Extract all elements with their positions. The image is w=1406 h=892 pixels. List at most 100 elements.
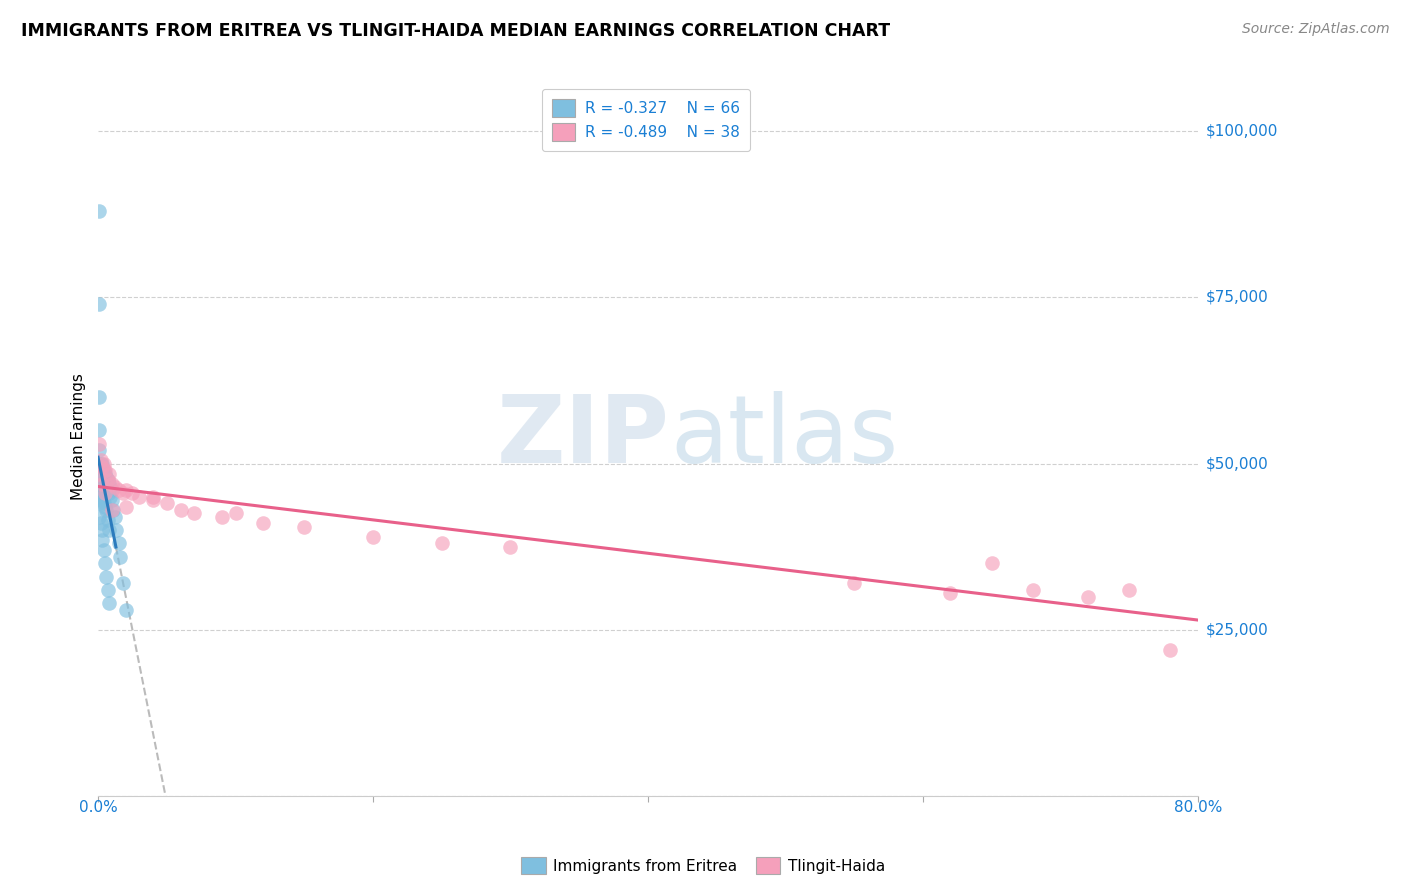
Point xyxy=(111,576,134,591)
Point xyxy=(90,490,112,504)
Point xyxy=(939,586,962,600)
Point xyxy=(211,509,233,524)
Point xyxy=(89,436,111,450)
Point xyxy=(91,480,114,494)
Point xyxy=(90,473,112,487)
Point xyxy=(96,570,118,584)
Point xyxy=(98,476,121,491)
Point xyxy=(89,467,111,481)
Point xyxy=(96,470,118,484)
Point xyxy=(91,533,114,547)
Point xyxy=(89,297,111,311)
Point xyxy=(93,543,115,558)
Point xyxy=(156,496,179,510)
Point xyxy=(89,390,111,404)
Point xyxy=(97,473,120,487)
Text: 80.0%: 80.0% xyxy=(1174,800,1222,814)
Legend: R = -0.327    N = 66, R = -0.489    N = 38: R = -0.327 N = 66, R = -0.489 N = 38 xyxy=(541,88,751,152)
Point xyxy=(97,473,120,487)
Point xyxy=(91,470,114,484)
Point xyxy=(111,486,134,500)
Point xyxy=(89,443,111,458)
Point xyxy=(93,470,115,484)
Point xyxy=(103,480,125,494)
Point xyxy=(90,463,112,477)
Point xyxy=(94,486,117,500)
Point xyxy=(90,470,112,484)
Point xyxy=(98,467,121,481)
Point xyxy=(90,453,112,467)
Point xyxy=(98,523,121,537)
Point xyxy=(225,507,247,521)
Point xyxy=(1118,582,1140,597)
Point xyxy=(91,459,114,474)
Point xyxy=(97,483,120,498)
Point xyxy=(121,486,143,500)
Point xyxy=(101,503,124,517)
Text: $25,000: $25,000 xyxy=(1206,623,1268,638)
Point xyxy=(980,557,1002,571)
Point xyxy=(101,476,124,491)
Point xyxy=(89,483,111,498)
Point xyxy=(107,483,129,498)
Point xyxy=(430,536,453,550)
Point xyxy=(91,476,114,491)
Point xyxy=(183,507,205,521)
Point xyxy=(1159,643,1181,657)
Point xyxy=(114,603,136,617)
Point xyxy=(252,516,274,531)
Point xyxy=(90,476,112,491)
Point xyxy=(93,457,115,471)
Text: $50,000: $50,000 xyxy=(1206,456,1268,471)
Point xyxy=(97,582,120,597)
Legend: Immigrants from Eritrea, Tlingit-Haida: Immigrants from Eritrea, Tlingit-Haida xyxy=(515,851,891,880)
Point xyxy=(90,483,112,498)
Point xyxy=(98,486,121,500)
Point xyxy=(101,483,124,498)
Point xyxy=(96,503,118,517)
Point xyxy=(101,493,124,508)
Point xyxy=(98,596,121,610)
Text: Source: ZipAtlas.com: Source: ZipAtlas.com xyxy=(1241,22,1389,37)
Point xyxy=(103,509,125,524)
Text: atlas: atlas xyxy=(669,391,898,483)
Point xyxy=(91,523,114,537)
Point xyxy=(89,490,111,504)
Point xyxy=(91,476,114,491)
Point xyxy=(142,490,165,504)
Point xyxy=(101,503,124,517)
Point xyxy=(1022,582,1045,597)
Text: $100,000: $100,000 xyxy=(1206,123,1278,138)
Text: ZIP: ZIP xyxy=(498,391,669,483)
Point xyxy=(90,467,112,481)
Point xyxy=(90,516,112,531)
Point xyxy=(89,423,111,437)
Point xyxy=(128,490,150,504)
Point xyxy=(142,493,165,508)
Point xyxy=(93,480,115,494)
Point xyxy=(361,530,384,544)
Text: $75,000: $75,000 xyxy=(1206,290,1268,304)
Point xyxy=(89,496,111,510)
Point xyxy=(93,463,115,477)
Point xyxy=(93,496,115,510)
Point xyxy=(93,473,115,487)
Point xyxy=(96,476,118,491)
Point xyxy=(89,463,111,477)
Point xyxy=(91,457,114,471)
Point xyxy=(91,493,114,508)
Point xyxy=(90,457,112,471)
Point xyxy=(1077,590,1099,604)
Point xyxy=(97,513,120,527)
Point xyxy=(108,549,131,564)
Point xyxy=(114,500,136,514)
Point xyxy=(89,203,111,218)
Text: IMMIGRANTS FROM ERITREA VS TLINGIT-HAIDA MEDIAN EARNINGS CORRELATION CHART: IMMIGRANTS FROM ERITREA VS TLINGIT-HAIDA… xyxy=(21,22,890,40)
Point xyxy=(89,476,111,491)
Point xyxy=(100,480,122,494)
Point xyxy=(89,467,111,481)
Point xyxy=(96,483,118,498)
Point xyxy=(91,486,114,500)
Point xyxy=(94,467,117,481)
Point xyxy=(292,520,315,534)
